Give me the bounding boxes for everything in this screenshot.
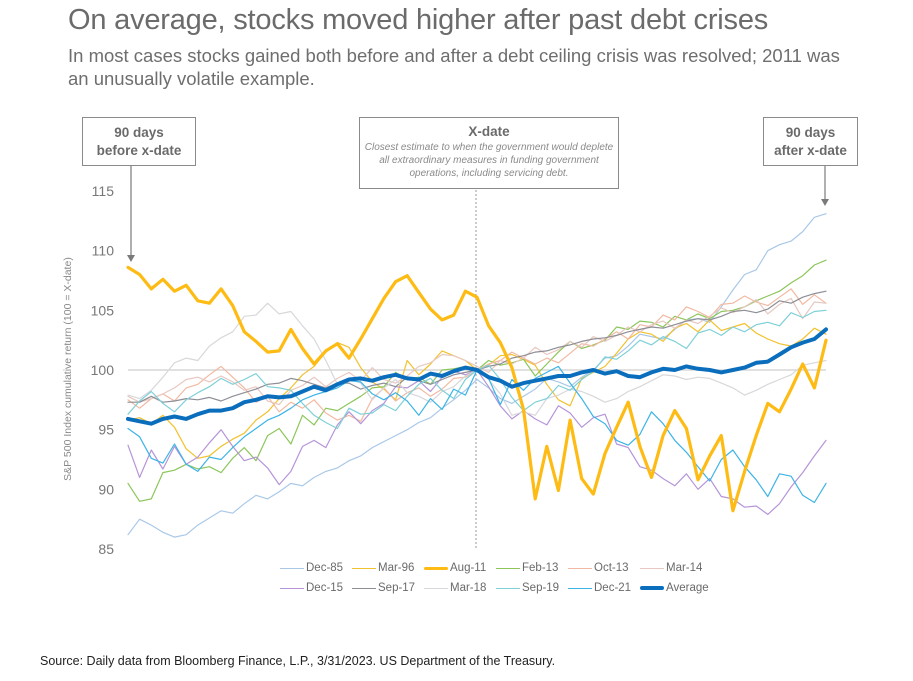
y-tick-label: 100 xyxy=(91,362,115,378)
legend-label: Sep-17 xyxy=(378,582,416,594)
y-axis-label: S&P 500 Index cumulative return (100 = X… xyxy=(62,257,74,481)
legend-label: Sep-19 xyxy=(522,582,560,594)
y-tick-label: 115 xyxy=(92,183,115,199)
source-note: Source: Daily data from Bloomberg Financ… xyxy=(40,654,556,668)
series-line-mar-18 xyxy=(127,302,827,416)
legend-label: Average xyxy=(666,582,709,594)
legend-label: Dec-15 xyxy=(306,582,344,594)
legend-label: Dec-21 xyxy=(594,582,632,594)
annotation-after-line1: 90 days xyxy=(785,125,836,140)
legend-label: Mar-14 xyxy=(666,562,703,574)
legend-item-sep-17: Sep-17 xyxy=(352,582,424,594)
legend-swatch xyxy=(568,567,592,569)
legend-label: Oct-13 xyxy=(594,562,629,574)
annotation-90-days-before: 90 days before x-date xyxy=(82,117,196,166)
legend-label: Feb-13 xyxy=(522,562,559,574)
annotation-90-days-after: 90 days after x-date xyxy=(763,117,858,166)
legend-item-sep-19: Sep-19 xyxy=(496,582,568,594)
annotation-arrows xyxy=(127,166,829,262)
legend-item-oct-13: Oct-13 xyxy=(568,562,640,574)
series-line-mar-14 xyxy=(127,297,827,406)
y-tick-label: 90 xyxy=(98,481,114,497)
legend-label: Mar-18 xyxy=(450,582,487,594)
legend-item-dec-15: Dec-15 xyxy=(280,582,352,594)
legend-item-mar-14: Mar-14 xyxy=(640,562,712,574)
annotation-xdate-desc: Closest estimate to when the government … xyxy=(364,142,614,179)
annotation-after-line2: after x-date xyxy=(774,143,847,158)
legend-swatch xyxy=(352,567,376,569)
legend-label: Aug-11 xyxy=(450,562,487,574)
legend-label: Mar-96 xyxy=(378,562,415,574)
y-tick-label: 110 xyxy=(92,243,115,259)
chart-title: On average, stocks moved higher after pa… xyxy=(68,4,769,36)
legend-swatch xyxy=(280,587,304,589)
legend-row-2: Dec-15 Sep-17 Mar-18 Sep-19 Dec-21 Avera… xyxy=(280,578,720,598)
y-tick-label: 105 xyxy=(91,302,115,318)
y-axis-ticks: 85 90 95 100 105 110 115 xyxy=(91,183,115,557)
annotation-xdate-head: X-date xyxy=(468,124,510,139)
arrow-down-icon-after xyxy=(821,166,829,206)
legend-label: Dec-85 xyxy=(306,562,344,574)
legend-item-dec-85: Dec-85 xyxy=(280,562,352,574)
annotation-before-line1: 90 days xyxy=(114,125,164,140)
legend-swatch xyxy=(568,587,592,589)
legend-swatch xyxy=(424,566,448,570)
legend-item-mar-18: Mar-18 xyxy=(424,582,496,594)
legend-swatch xyxy=(640,567,664,569)
series-line-aug-11 xyxy=(126,265,828,513)
legend-item-mar-96: Mar-96 xyxy=(352,562,424,574)
series-line-dec-85 xyxy=(127,213,827,538)
legend-swatch xyxy=(496,587,520,589)
legend-item-feb-13: Feb-13 xyxy=(496,562,568,574)
legend-swatch xyxy=(352,587,376,589)
legend-swatch xyxy=(280,567,304,569)
chart-legend: Dec-85 Mar-96 Aug-11 Feb-13 Oct-13 Mar-1… xyxy=(280,558,720,598)
y-tick-label: 85 xyxy=(98,541,114,557)
legend-swatch xyxy=(640,586,664,590)
chart-subtitle: In most cases stocks gained both before … xyxy=(68,45,840,89)
legend-item-dec-21: Dec-21 xyxy=(568,582,640,594)
arrow-down-icon-before xyxy=(127,166,135,262)
annotation-xdate: X-date Closest estimate to when the gove… xyxy=(359,117,619,189)
series-line-average xyxy=(126,327,828,426)
series-layer xyxy=(126,213,828,538)
legend-item-average: Average xyxy=(640,582,712,594)
y-tick-label: 95 xyxy=(98,422,114,438)
legend-row-1: Dec-85 Mar-96 Aug-11 Feb-13 Oct-13 Mar-1… xyxy=(280,558,720,578)
legend-item-aug-11: Aug-11 xyxy=(424,562,496,574)
annotation-before-line2: before x-date xyxy=(96,143,182,158)
legend-swatch xyxy=(424,587,448,589)
legend-swatch xyxy=(496,567,520,569)
